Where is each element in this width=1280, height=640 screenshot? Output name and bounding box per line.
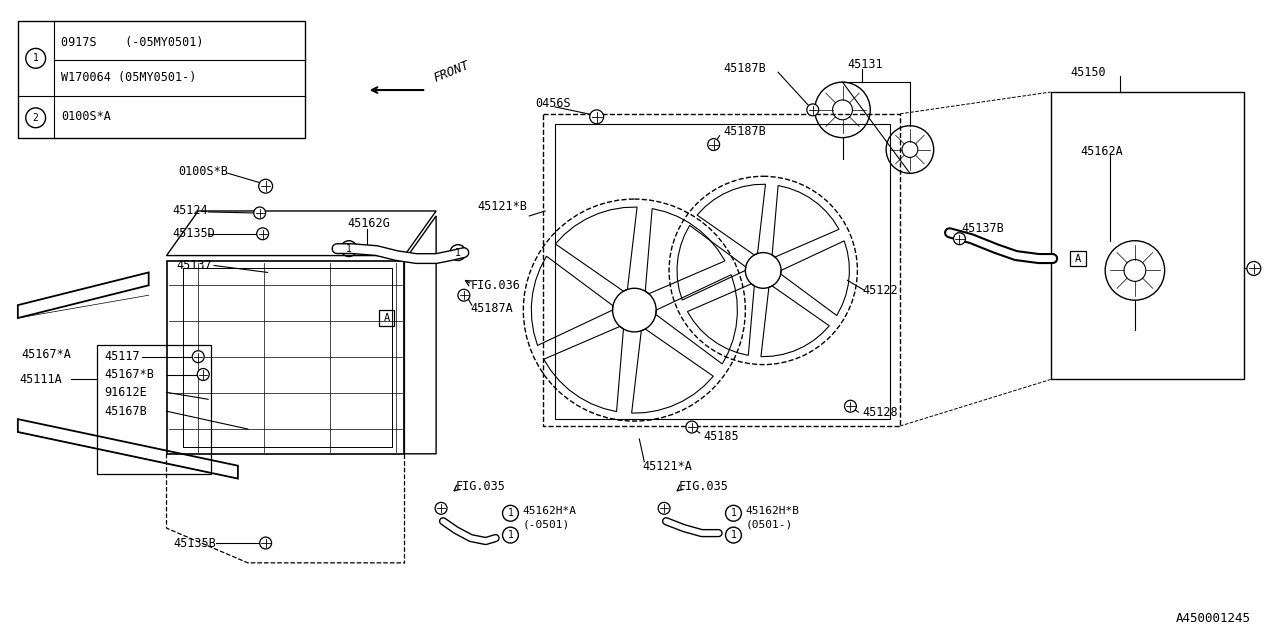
Text: 45135B: 45135B — [174, 536, 216, 550]
Text: FIG.035: FIG.035 — [678, 480, 728, 493]
Circle shape — [658, 502, 669, 515]
Text: 45167*A: 45167*A — [22, 348, 72, 361]
Text: 45121*A: 45121*A — [643, 460, 692, 473]
Text: 45131: 45131 — [847, 58, 883, 71]
Text: (0501-): (0501-) — [745, 519, 792, 529]
Text: A: A — [1075, 253, 1082, 264]
Text: 45128: 45128 — [863, 406, 899, 419]
Circle shape — [192, 351, 205, 363]
Text: 1: 1 — [508, 508, 513, 518]
Text: A450001245: A450001245 — [1176, 612, 1251, 625]
Circle shape — [197, 369, 209, 380]
Bar — [379, 310, 394, 326]
Text: 1: 1 — [454, 248, 461, 257]
Circle shape — [435, 502, 447, 515]
Text: 0100S*B: 0100S*B — [178, 165, 228, 178]
Circle shape — [458, 289, 470, 301]
Text: 45137B: 45137B — [961, 222, 1005, 236]
Text: FIG.035: FIG.035 — [456, 480, 506, 493]
Text: 1: 1 — [731, 508, 736, 518]
Text: 1: 1 — [508, 530, 513, 540]
Text: 45135D: 45135D — [173, 227, 215, 240]
Circle shape — [806, 104, 819, 116]
Text: (-0501): (-0501) — [522, 519, 570, 529]
Text: 0100S*A: 0100S*A — [61, 110, 111, 124]
Circle shape — [686, 421, 698, 433]
Text: 45187B: 45187B — [723, 125, 767, 138]
Text: 45162A: 45162A — [1080, 145, 1123, 158]
Text: 45162H*A: 45162H*A — [522, 506, 576, 516]
Text: 45167B: 45167B — [104, 404, 147, 418]
Circle shape — [257, 228, 269, 240]
Bar — [1051, 92, 1244, 380]
Text: 1: 1 — [33, 53, 38, 63]
Circle shape — [590, 110, 604, 124]
Text: 91612E: 91612E — [104, 386, 147, 399]
Text: 2: 2 — [33, 113, 38, 123]
Text: 0917S    (-05MY0501): 0917S (-05MY0501) — [61, 36, 204, 49]
Bar — [18, 20, 306, 138]
Text: 0456S: 0456S — [535, 97, 571, 111]
Text: 45137: 45137 — [177, 259, 212, 272]
Text: 45122: 45122 — [863, 284, 899, 297]
Text: 45124: 45124 — [173, 204, 209, 218]
Bar — [543, 114, 900, 426]
Text: 45187A: 45187A — [471, 301, 513, 315]
Text: 45117: 45117 — [104, 350, 140, 363]
Text: W170064 (05MY0501-): W170064 (05MY0501-) — [61, 70, 197, 84]
Text: 45150: 45150 — [1070, 66, 1106, 79]
Text: FRONT: FRONT — [433, 59, 472, 85]
Circle shape — [954, 233, 965, 244]
Circle shape — [260, 537, 271, 549]
Text: 45162G: 45162G — [347, 218, 389, 230]
Circle shape — [845, 400, 856, 412]
Text: A: A — [384, 313, 389, 323]
Circle shape — [259, 179, 273, 193]
Text: 45162H*B: 45162H*B — [745, 506, 800, 516]
Text: 1: 1 — [346, 244, 352, 253]
Bar — [97, 345, 211, 474]
Bar — [1070, 251, 1087, 266]
Text: 45187B: 45187B — [723, 61, 767, 75]
Text: 45185: 45185 — [704, 431, 740, 444]
Text: FIG.036: FIG.036 — [471, 279, 521, 292]
Circle shape — [1247, 262, 1261, 275]
Text: 45111A: 45111A — [19, 373, 63, 386]
Circle shape — [708, 139, 719, 150]
Text: 1: 1 — [731, 530, 736, 540]
Text: 45167*B: 45167*B — [104, 368, 154, 381]
Bar — [556, 124, 890, 419]
Text: 45121*B: 45121*B — [477, 200, 527, 212]
Circle shape — [253, 207, 266, 219]
